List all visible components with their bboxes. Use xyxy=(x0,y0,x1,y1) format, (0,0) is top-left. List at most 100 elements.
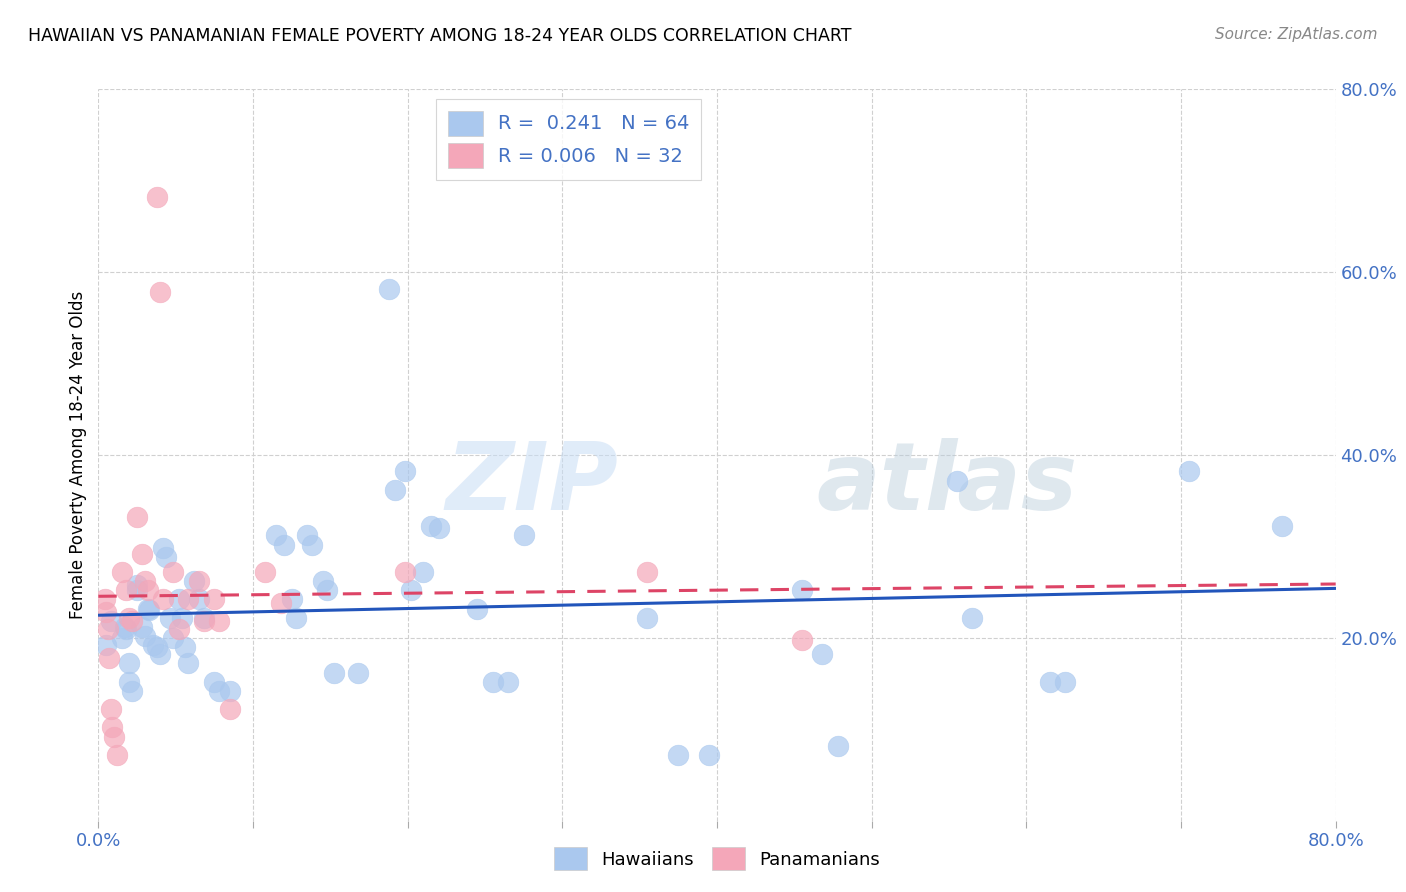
Hawaiians xyxy=(301,537,323,551)
Hawaiians xyxy=(155,550,177,565)
Panamanians xyxy=(105,747,128,762)
Hawaiians xyxy=(188,592,211,607)
Y-axis label: Female Poverty Among 18-24 Year Olds: Female Poverty Among 18-24 Year Olds xyxy=(69,291,87,619)
Panamanians xyxy=(394,565,416,579)
Hawaiians xyxy=(412,565,434,579)
Hawaiians xyxy=(127,583,149,598)
Hawaiians xyxy=(118,657,141,671)
Hawaiians xyxy=(273,537,295,551)
Panamanians xyxy=(219,702,242,716)
Legend: Hawaiians, Panamanians: Hawaiians, Panamanians xyxy=(547,839,887,878)
Hawaiians xyxy=(149,647,172,661)
Hawaiians xyxy=(114,620,136,634)
Hawaiians xyxy=(162,631,184,645)
Hawaiians xyxy=(513,528,536,542)
Hawaiians xyxy=(399,583,422,598)
Hawaiians xyxy=(636,610,658,624)
Panamanians xyxy=(270,596,292,610)
Panamanians xyxy=(121,615,143,629)
Panamanians xyxy=(177,592,200,607)
Hawaiians xyxy=(1054,674,1077,689)
Hawaiians xyxy=(790,583,813,598)
Hawaiians xyxy=(394,464,416,478)
Hawaiians xyxy=(316,583,339,598)
Hawaiians xyxy=(281,592,304,607)
Panamanians xyxy=(254,565,277,579)
Panamanians xyxy=(167,622,190,636)
Hawaiians xyxy=(427,521,450,535)
Text: Source: ZipAtlas.com: Source: ZipAtlas.com xyxy=(1215,27,1378,42)
Hawaiians xyxy=(127,578,149,592)
Panamanians xyxy=(100,702,122,716)
Hawaiians xyxy=(666,747,689,762)
Hawaiians xyxy=(142,638,165,652)
Panamanians xyxy=(96,605,118,619)
Panamanians xyxy=(790,632,813,647)
Hawaiians xyxy=(131,620,153,634)
Panamanians xyxy=(188,574,211,588)
Hawaiians xyxy=(174,640,197,654)
Panamanians xyxy=(115,583,138,598)
Hawaiians xyxy=(96,638,118,652)
Hawaiians xyxy=(177,657,200,671)
Hawaiians xyxy=(811,647,834,661)
Hawaiians xyxy=(170,610,193,624)
Panamanians xyxy=(208,615,231,629)
Hawaiians xyxy=(121,683,143,698)
Panamanians xyxy=(149,285,172,300)
Hawaiians xyxy=(118,674,141,689)
Hawaiians xyxy=(347,665,370,680)
Hawaiians xyxy=(204,674,226,689)
Hawaiians xyxy=(419,519,441,533)
Hawaiians xyxy=(481,674,505,689)
Hawaiians xyxy=(115,622,138,636)
Panamanians xyxy=(127,510,149,524)
Hawaiians xyxy=(946,474,969,488)
Hawaiians xyxy=(699,747,721,762)
Hawaiians xyxy=(219,683,242,698)
Panamanians xyxy=(93,592,115,607)
Panamanians xyxy=(111,565,134,579)
Hawaiians xyxy=(193,610,215,624)
Hawaiians xyxy=(266,528,288,542)
Hawaiians xyxy=(498,674,520,689)
Hawaiians xyxy=(384,483,406,497)
Panamanians xyxy=(101,720,124,734)
Panamanians xyxy=(136,583,159,598)
Panamanians xyxy=(98,651,121,665)
Panamanians xyxy=(146,190,169,204)
Hawaiians xyxy=(827,739,849,753)
Hawaiians xyxy=(285,610,308,624)
Hawaiians xyxy=(1038,674,1062,689)
Hawaiians xyxy=(167,592,190,607)
Hawaiians xyxy=(1271,519,1294,533)
Hawaiians xyxy=(100,615,122,629)
Hawaiians xyxy=(146,640,169,654)
Panamanians xyxy=(152,592,174,607)
Hawaiians xyxy=(208,683,231,698)
Hawaiians xyxy=(138,603,160,617)
Panamanians xyxy=(204,592,226,607)
Hawaiians xyxy=(297,528,319,542)
Hawaiians xyxy=(1178,464,1201,478)
Hawaiians xyxy=(312,574,335,588)
Text: ZIP: ZIP xyxy=(446,438,619,530)
Panamanians xyxy=(134,574,156,588)
Panamanians xyxy=(97,622,120,636)
Panamanians xyxy=(193,615,215,629)
Hawaiians xyxy=(183,574,205,588)
Text: HAWAIIAN VS PANAMANIAN FEMALE POVERTY AMONG 18-24 YEAR OLDS CORRELATION CHART: HAWAIIAN VS PANAMANIAN FEMALE POVERTY AM… xyxy=(28,27,852,45)
Hawaiians xyxy=(378,281,401,295)
Hawaiians xyxy=(111,631,134,645)
Panamanians xyxy=(103,730,125,744)
Text: atlas: atlas xyxy=(815,438,1077,530)
Hawaiians xyxy=(159,610,181,624)
Panamanians xyxy=(118,610,141,624)
Panamanians xyxy=(636,565,658,579)
Panamanians xyxy=(162,565,184,579)
Hawaiians xyxy=(134,629,156,643)
Hawaiians xyxy=(322,665,344,680)
Hawaiians xyxy=(962,610,984,624)
Hawaiians xyxy=(467,601,489,615)
Panamanians xyxy=(131,547,153,561)
